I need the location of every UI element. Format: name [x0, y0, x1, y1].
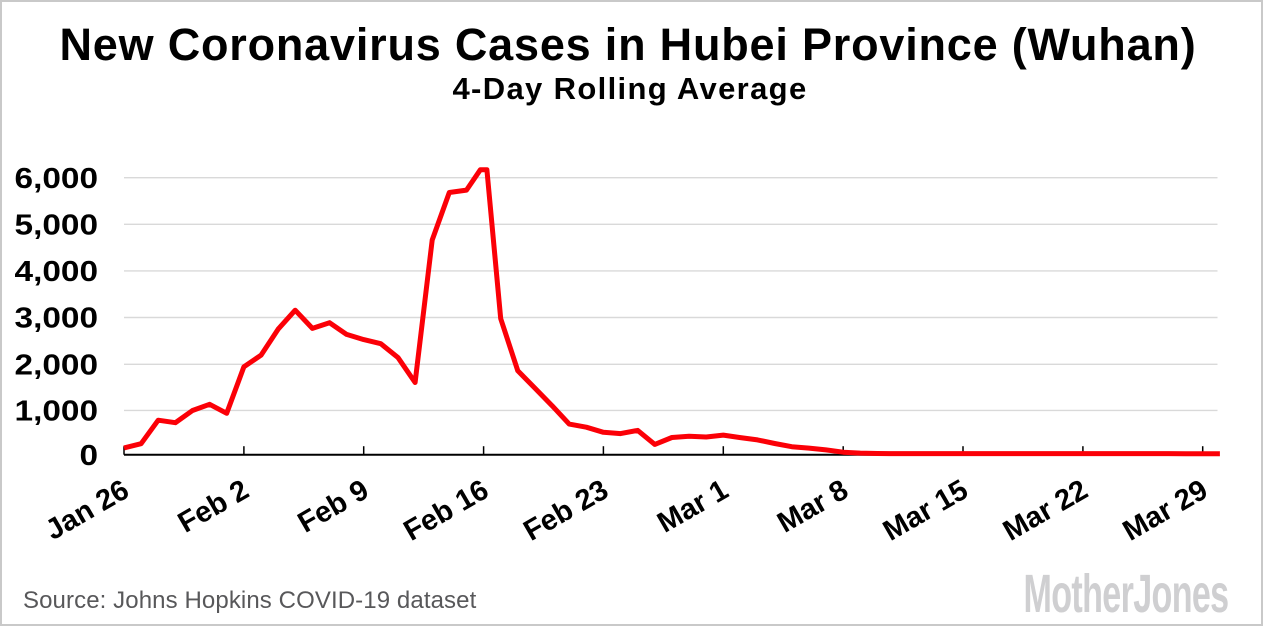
- svg-text:0: 0: [79, 439, 98, 471]
- svg-text:Feb 16: Feb 16: [399, 474, 495, 548]
- svg-text:Mar 15: Mar 15: [878, 474, 974, 548]
- svg-text:1,000: 1,000: [15, 395, 98, 427]
- svg-text:Jan 26: Jan 26: [40, 474, 134, 547]
- svg-text:New Coronavirus Cases in Hubei: New Coronavirus Cases in Hubei Province …: [59, 19, 1196, 70]
- svg-text:4,000: 4,000: [15, 255, 98, 287]
- svg-text:Mar 8: Mar 8: [772, 474, 854, 540]
- svg-text:Feb 23: Feb 23: [518, 474, 614, 548]
- svg-text:6,000: 6,000: [15, 162, 98, 194]
- svg-text:4-Day Rolling Average: 4-Day Rolling Average: [452, 71, 807, 106]
- svg-text:Mar 22: Mar 22: [998, 474, 1094, 548]
- svg-text:MotherJones: MotherJones: [1024, 563, 1229, 624]
- svg-text:5,000: 5,000: [15, 209, 98, 241]
- svg-text:Feb 9: Feb 9: [293, 474, 375, 540]
- svg-text:Source: Johns Hopkins COVID-19: Source: Johns Hopkins COVID-19 dataset: [23, 587, 477, 614]
- svg-text:Feb 2: Feb 2: [173, 474, 255, 540]
- svg-text:Mar 1: Mar 1: [652, 474, 734, 540]
- svg-text:Mar 29: Mar 29: [1118, 474, 1214, 548]
- svg-text:2,000: 2,000: [15, 349, 98, 381]
- svg-text:3,000: 3,000: [15, 302, 98, 334]
